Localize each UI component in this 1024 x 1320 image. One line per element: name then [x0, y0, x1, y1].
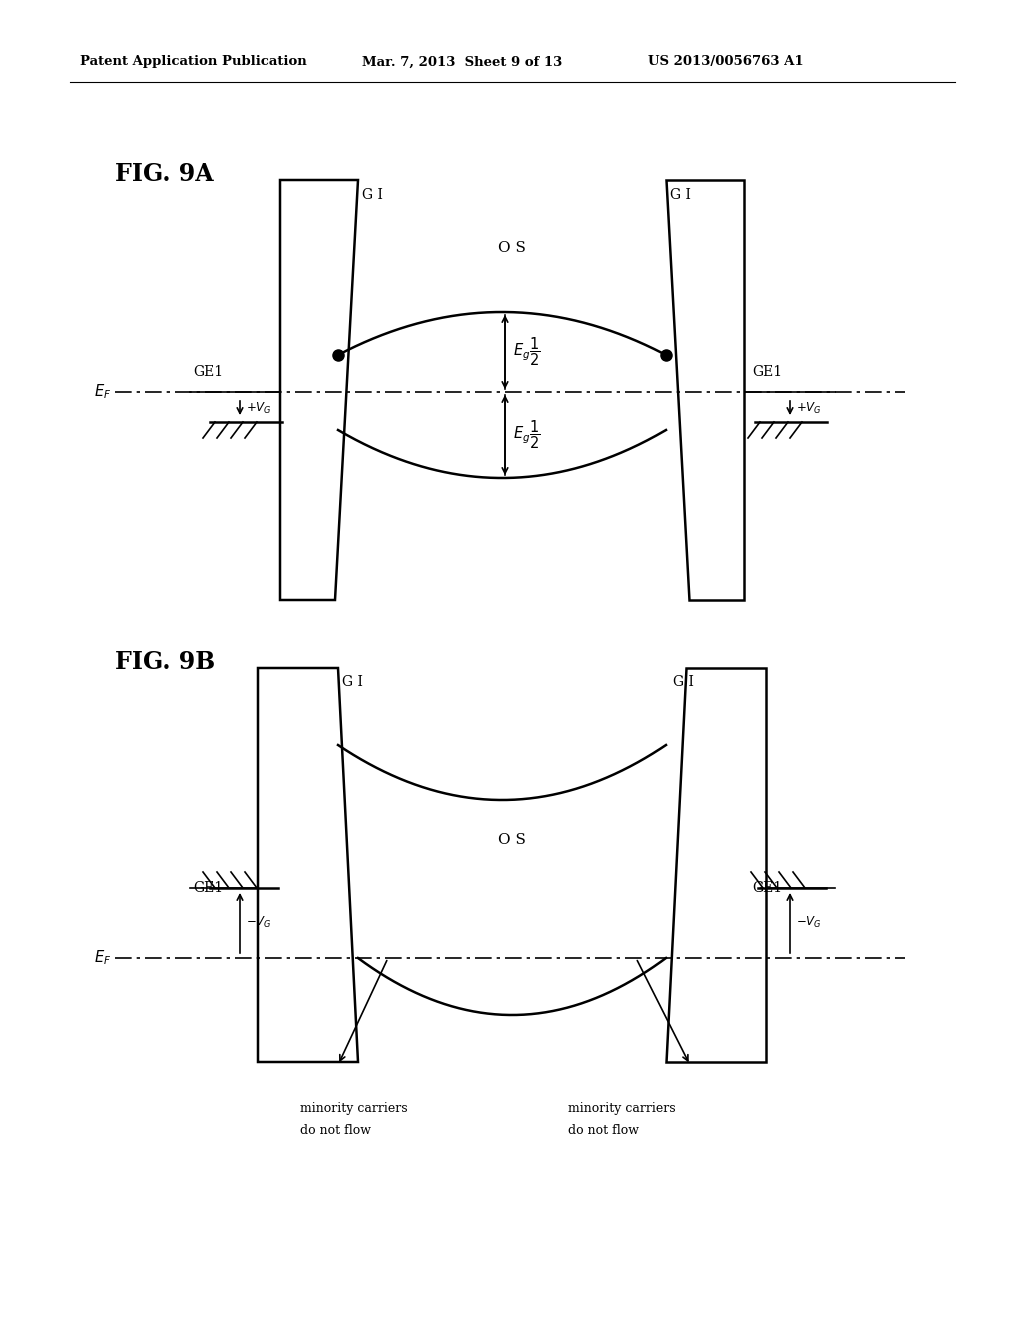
Text: GE1: GE1: [193, 880, 223, 895]
Text: O S: O S: [498, 833, 526, 847]
Text: GE1: GE1: [752, 366, 782, 379]
Text: O S: O S: [498, 242, 526, 255]
Polygon shape: [258, 668, 358, 1063]
Text: G I: G I: [342, 675, 362, 689]
Text: GE1: GE1: [752, 880, 782, 895]
Text: $E_F$: $E_F$: [94, 949, 112, 968]
Text: GE1: GE1: [193, 366, 223, 379]
Text: FIG. 9A: FIG. 9A: [115, 162, 214, 186]
Text: Mar. 7, 2013  Sheet 9 of 13: Mar. 7, 2013 Sheet 9 of 13: [362, 55, 562, 69]
Text: $E_g\dfrac{1}{2}$: $E_g\dfrac{1}{2}$: [513, 335, 541, 368]
Text: $E_F$: $E_F$: [94, 383, 112, 401]
Polygon shape: [666, 180, 744, 601]
Text: G I: G I: [362, 187, 383, 202]
Text: Patent Application Publication: Patent Application Publication: [80, 55, 307, 69]
Text: $-V_G$: $-V_G$: [246, 915, 271, 929]
Text: $E_g\dfrac{1}{2}$: $E_g\dfrac{1}{2}$: [513, 418, 541, 451]
Text: $+V_G$: $+V_G$: [796, 400, 822, 416]
Text: G I: G I: [670, 187, 691, 202]
Text: US 2013/0056763 A1: US 2013/0056763 A1: [648, 55, 804, 69]
Text: do not flow: do not flow: [300, 1125, 371, 1137]
Polygon shape: [666, 668, 766, 1063]
Text: do not flow: do not flow: [568, 1125, 639, 1137]
Text: minority carriers: minority carriers: [300, 1102, 408, 1115]
Text: G I: G I: [673, 675, 694, 689]
Polygon shape: [280, 180, 358, 601]
Text: minority carriers: minority carriers: [568, 1102, 676, 1115]
Text: $-V_G$: $-V_G$: [796, 915, 822, 929]
Text: $+V_G$: $+V_G$: [246, 400, 271, 416]
Text: FIG. 9B: FIG. 9B: [115, 649, 215, 675]
